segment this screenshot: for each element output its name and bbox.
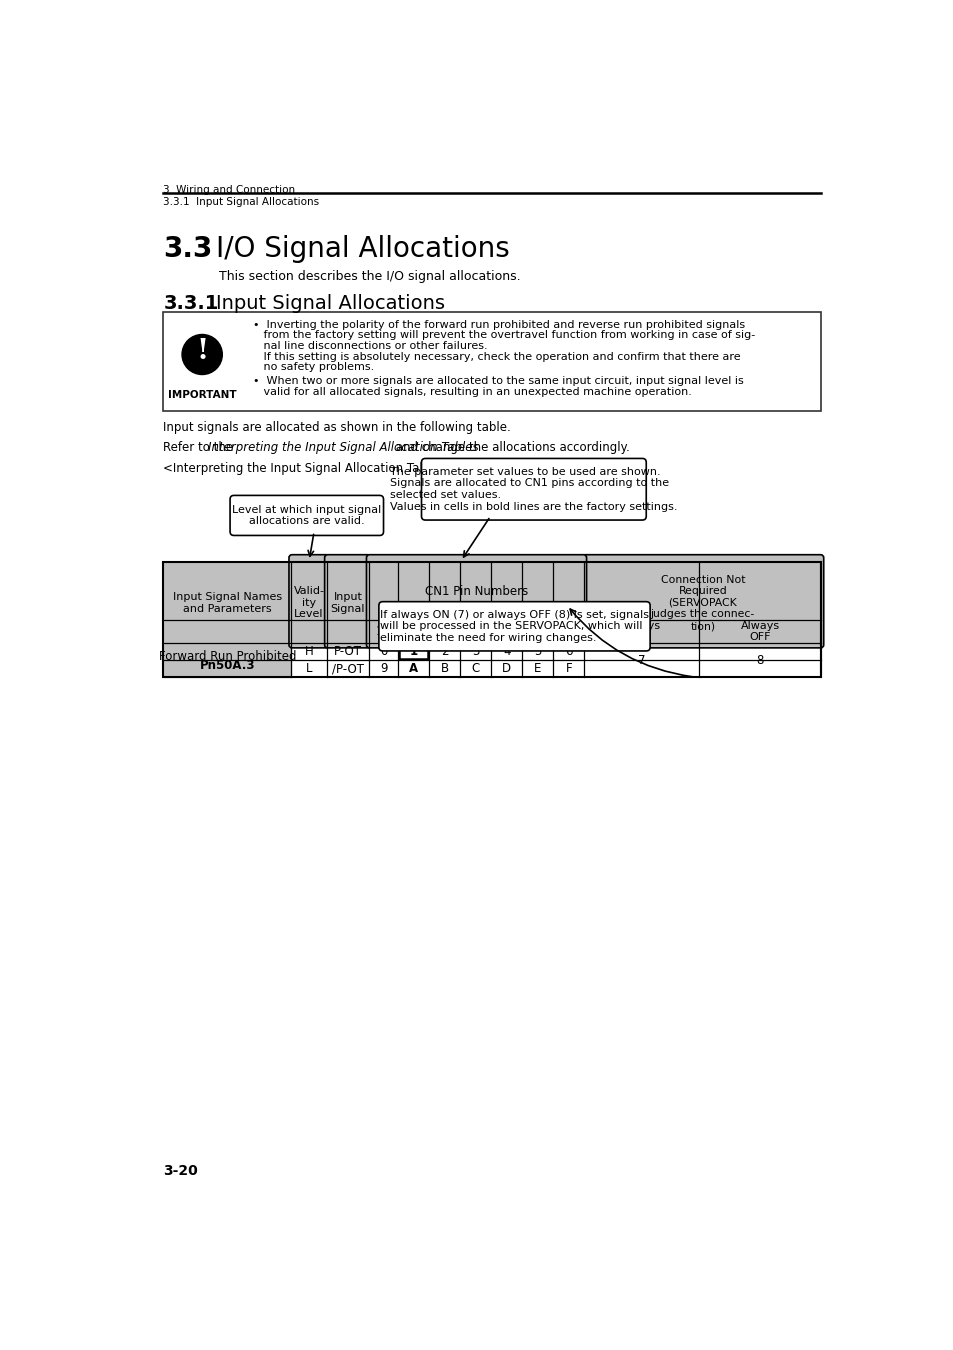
- Text: from the factory setting will prevent the overtravel function from working in ca: from the factory setting will prevent th…: [253, 331, 754, 340]
- Text: 7: 7: [410, 625, 417, 639]
- Text: C: C: [471, 662, 479, 675]
- Text: Input signals are allocated as shown in the following table.: Input signals are allocated as shown in …: [163, 421, 511, 435]
- Text: 6: 6: [564, 645, 572, 659]
- Bar: [163, 563, 821, 643]
- Text: I/O Signal Allocations: I/O Signal Allocations: [216, 235, 509, 263]
- Bar: [398, 644, 428, 659]
- Text: Input Signal Allocations: Input Signal Allocations: [216, 294, 445, 313]
- Text: and change the allocations accordingly.: and change the allocations accordingly.: [392, 440, 629, 454]
- Text: 4: 4: [502, 645, 510, 659]
- Bar: [163, 563, 821, 643]
- Bar: [163, 643, 291, 678]
- Text: If this setting is absolutely necessary, check the operation and confirm that th: If this setting is absolutely necessary,…: [253, 352, 740, 362]
- Text: 9: 9: [472, 625, 479, 639]
- Text: <Interpreting the Input Signal Allocation Tables>: <Interpreting the Input Signal Allocatio…: [163, 462, 454, 475]
- Text: CN1 Pin Numbers: CN1 Pin Numbers: [424, 585, 528, 598]
- Text: Forward Run Prohibited: Forward Run Prohibited: [158, 649, 295, 663]
- Text: Always
OFF: Always OFF: [740, 621, 779, 643]
- Text: 9: 9: [379, 662, 387, 675]
- Text: Input
Signal: Input Signal: [331, 593, 365, 614]
- Text: IMPORTANT: IMPORTANT: [168, 390, 236, 400]
- Text: 5: 5: [534, 645, 541, 659]
- Text: A: A: [409, 662, 417, 675]
- Text: 13: 13: [375, 625, 391, 639]
- FancyBboxPatch shape: [421, 459, 645, 520]
- Text: D: D: [501, 662, 511, 675]
- Text: /P-OT: /P-OT: [332, 662, 363, 675]
- Text: 3-20: 3-20: [163, 1165, 198, 1179]
- Text: Valid-
ity
Level: Valid- ity Level: [294, 586, 324, 620]
- Circle shape: [182, 335, 222, 374]
- Text: 12: 12: [560, 625, 576, 639]
- Text: 10: 10: [498, 625, 514, 639]
- FancyBboxPatch shape: [324, 555, 371, 648]
- FancyBboxPatch shape: [230, 495, 383, 536]
- Text: 2: 2: [440, 645, 448, 659]
- Text: 7: 7: [638, 653, 644, 667]
- Text: 3.3.1: 3.3.1: [163, 294, 218, 313]
- Text: Interpreting the Input Signal Allocation Tables: Interpreting the Input Signal Allocation…: [208, 440, 478, 454]
- Text: H: H: [304, 645, 314, 659]
- Text: nal line disconnections or other failures.: nal line disconnections or other failure…: [253, 342, 487, 351]
- FancyBboxPatch shape: [366, 555, 586, 648]
- Text: B: B: [440, 662, 448, 675]
- Text: L: L: [306, 662, 312, 675]
- Text: Pn50A.3: Pn50A.3: [199, 659, 254, 672]
- Text: F: F: [565, 662, 572, 675]
- Text: 1: 1: [409, 645, 417, 659]
- Text: •  When two or more signals are allocated to the same input circuit, input signa: • When two or more signals are allocated…: [253, 377, 742, 386]
- Text: no safety problems.: no safety problems.: [253, 362, 374, 373]
- Text: Input Signal Names
and Parameters: Input Signal Names and Parameters: [172, 593, 282, 614]
- Text: E: E: [534, 662, 541, 675]
- Text: 8: 8: [440, 625, 448, 639]
- Bar: [163, 563, 821, 678]
- Text: P-OT: P-OT: [334, 645, 361, 659]
- Text: Connection Not
Required
(SERVOPACK
judges the connec-
tion): Connection Not Required (SERVOPACK judge…: [650, 575, 754, 630]
- Text: •  Inverting the polarity of the forward run prohibited and reverse run prohibit: • Inverting the polarity of the forward …: [253, 320, 744, 329]
- FancyBboxPatch shape: [581, 555, 822, 648]
- Text: valid for all allocated signals, resulting in an unexpected machine operation.: valid for all allocated signals, resulti…: [253, 386, 691, 397]
- Text: Refer to the: Refer to the: [163, 440, 237, 454]
- FancyBboxPatch shape: [163, 312, 821, 410]
- Text: 0: 0: [379, 645, 387, 659]
- Text: The parameter set values to be used are shown.
Signals are allocated to CN1 pins: The parameter set values to be used are …: [390, 467, 677, 512]
- Text: 3.3: 3.3: [163, 235, 213, 263]
- Text: !: !: [196, 338, 208, 364]
- FancyBboxPatch shape: [378, 602, 649, 651]
- Text: 11: 11: [530, 625, 545, 639]
- Text: Level at which input signal
allocations are valid.: Level at which input signal allocations …: [232, 505, 381, 526]
- Text: 3.3.1  Input Signal Allocations: 3.3.1 Input Signal Allocations: [163, 197, 319, 207]
- Bar: [291, 563, 583, 643]
- Text: 8: 8: [756, 653, 763, 667]
- Text: This section describes the I/O signal allocations.: This section describes the I/O signal al…: [219, 270, 520, 282]
- Text: 3: 3: [472, 645, 479, 659]
- Text: Always
ON: Always ON: [621, 621, 660, 643]
- FancyBboxPatch shape: [289, 555, 329, 648]
- Text: If always ON (7) or always OFF (8) is set, signals
will be processed in the SERV: If always ON (7) or always OFF (8) is se…: [379, 610, 648, 643]
- Text: 3  Wiring and Connection: 3 Wiring and Connection: [163, 185, 295, 196]
